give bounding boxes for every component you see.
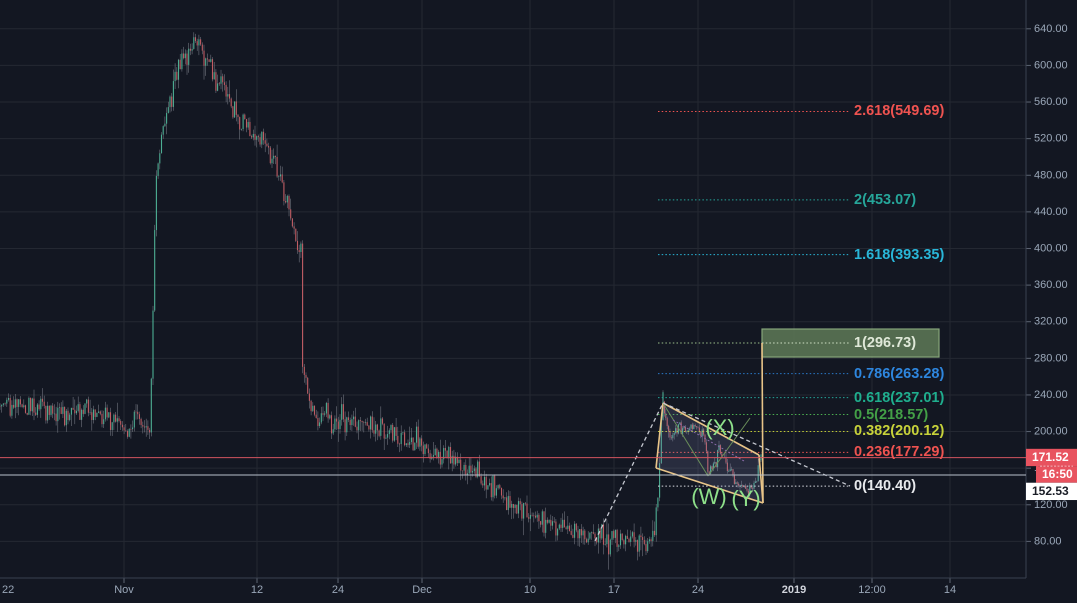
svg-text:600.00: 600.00 <box>1034 59 1068 71</box>
svg-text:640.00: 640.00 <box>1034 23 1068 35</box>
svg-text:80.00: 80.00 <box>1034 535 1062 547</box>
svg-text:520.00: 520.00 <box>1034 133 1068 145</box>
svg-text:560.00: 560.00 <box>1034 96 1068 108</box>
svg-text:440.00: 440.00 <box>1034 206 1068 218</box>
svg-text:280.00: 280.00 <box>1034 352 1068 364</box>
svg-text:360.00: 360.00 <box>1034 279 1068 291</box>
svg-text:120.00: 120.00 <box>1034 499 1068 511</box>
svg-text:480.00: 480.00 <box>1034 169 1068 181</box>
svg-text:200.00: 200.00 <box>1034 426 1068 438</box>
svg-text:240.00: 240.00 <box>1034 389 1068 401</box>
svg-text:320.00: 320.00 <box>1034 316 1068 328</box>
svg-text:400.00: 400.00 <box>1034 242 1068 254</box>
